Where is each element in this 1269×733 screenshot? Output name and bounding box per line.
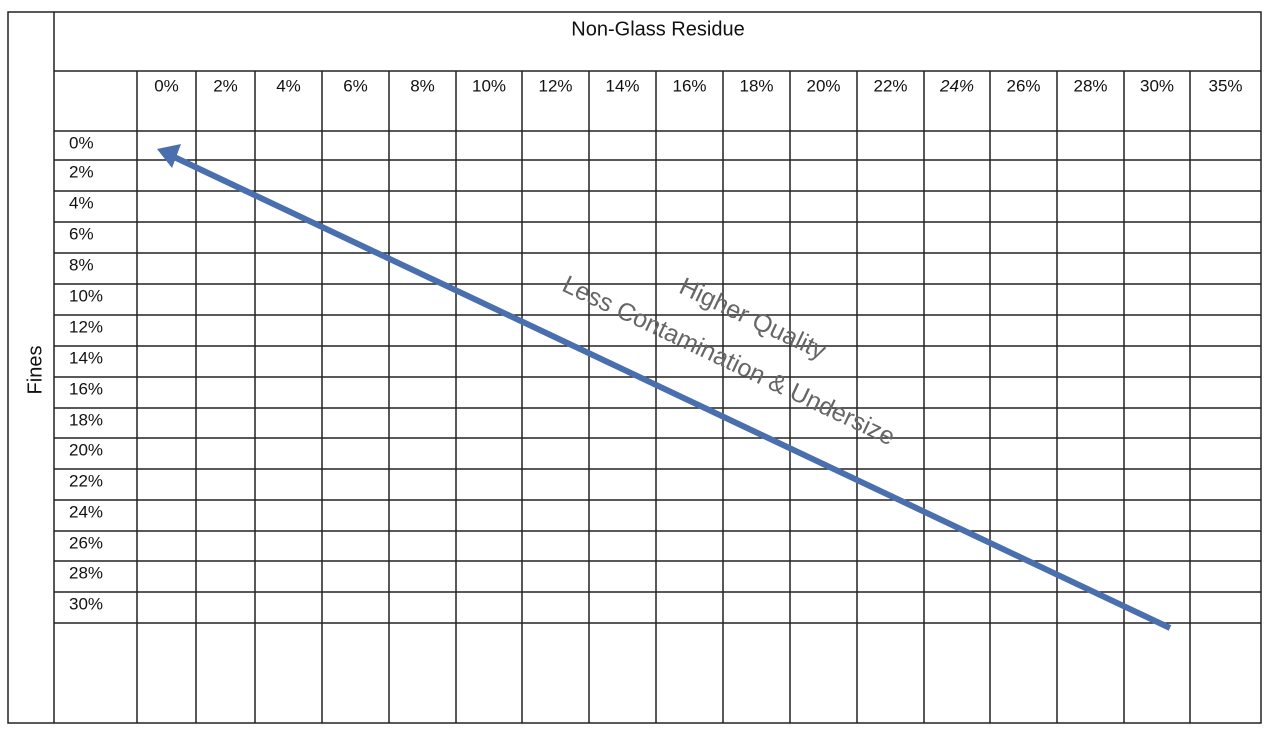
column-header: 35% (1208, 76, 1242, 95)
column-header: 10% (472, 76, 506, 95)
row-header: 4% (69, 193, 94, 212)
column-header: 14% (605, 76, 639, 95)
row-header: 12% (69, 317, 103, 336)
row-header: 26% (69, 533, 103, 552)
row-header: 6% (69, 224, 94, 243)
column-header: 20% (806, 76, 840, 95)
column-header: 8% (410, 76, 435, 95)
column-header: 16% (672, 76, 706, 95)
row-header: 20% (69, 440, 103, 459)
column-header: 18% (739, 76, 773, 95)
row-header: 8% (69, 255, 94, 274)
column-header: 30% (1140, 76, 1174, 95)
row-header: 2% (69, 162, 94, 181)
arrow-line (170, 153, 1172, 631)
column-header: 24% (939, 76, 974, 95)
table-border (7, 11, 1262, 724)
column-header: 2% (213, 76, 238, 95)
column-header: 26% (1006, 76, 1040, 95)
grid: 0% 2% 4% 6% 8% 10% 12% 14% 16% 18% 20% 22% 24% 26% 28%… (54, 70, 1261, 723)
table-title: Non-Glass Residue (571, 18, 744, 40)
column-header: 28% (1073, 76, 1107, 95)
arrow-head (157, 144, 181, 168)
row-axis-label: Fines (24, 346, 46, 395)
column-header: 12% (538, 76, 572, 95)
row-header: 28% (69, 563, 103, 582)
column-header: 4% (276, 76, 301, 95)
row-header: 10% (69, 286, 103, 305)
row-header: 18% (69, 410, 103, 429)
column-header: 22% (873, 76, 907, 95)
column-header: 6% (343, 76, 368, 95)
row-header: 0% (69, 133, 94, 152)
row-header: 24% (69, 502, 103, 521)
row-header: 30% (69, 594, 103, 613)
row-header: 14% (69, 348, 103, 367)
column-header: 0% (154, 76, 179, 95)
row-header: 22% (69, 471, 103, 490)
row-header: 16% (69, 379, 103, 398)
